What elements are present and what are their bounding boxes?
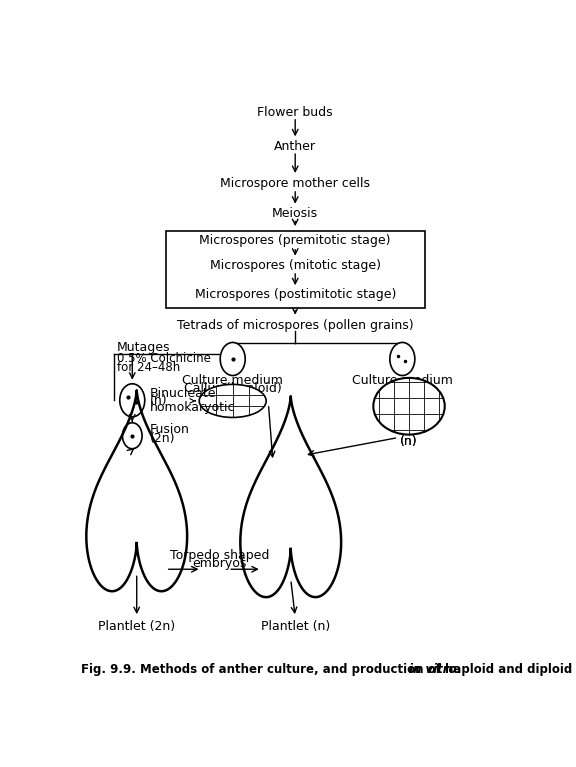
Bar [166, 231, 425, 308]
Text: Microspores (mitotic stage): Microspores (mitotic stage) [210, 259, 381, 272]
Text: 0.5% Colchicine: 0.5% Colchicine [116, 353, 210, 366]
Text: Microspore mother cells: Microspore mother cells [220, 177, 370, 190]
Text: Torpedo shaped: Torpedo shaped [169, 549, 269, 562]
Ellipse shape [373, 378, 445, 435]
Text: Fusion: Fusion [150, 423, 190, 436]
Text: Binucleate: Binucleate [150, 387, 217, 400]
Text: Meiosis: Meiosis [272, 206, 319, 219]
Text: for 24–48h: for 24–48h [116, 360, 180, 374]
Circle shape [220, 342, 245, 376]
Text: (2n): (2n) [150, 432, 176, 445]
Text: homokaryotic: homokaryotic [150, 401, 236, 414]
Text: Callus (haploid): Callus (haploid) [184, 382, 282, 395]
Text: Microspores (postimitotic stage): Microspores (postimitotic stage) [195, 288, 396, 301]
Text: Mutages: Mutages [116, 341, 170, 354]
Text: Plantlet (2n): Plantlet (2n) [98, 620, 175, 633]
Text: Culture medium: Culture medium [182, 374, 283, 387]
Text: Anther: Anther [274, 140, 316, 153]
Circle shape [123, 423, 142, 449]
Text: Microspores (premitotic stage): Microspores (premitotic stage) [199, 235, 391, 248]
Text: Flower buds: Flower buds [257, 106, 333, 119]
Text: embryos: embryos [192, 557, 247, 570]
Text: Fig. 9.9. Methods of anther culture, and production of haploid and diploid plant: Fig. 9.9. Methods of anther culture, and… [81, 663, 576, 676]
Ellipse shape [199, 384, 266, 417]
Text: Tetrads of microspores (pollen grains): Tetrads of microspores (pollen grains) [177, 319, 414, 332]
Text: (n): (n) [400, 435, 418, 448]
Text: Culture medium: Culture medium [352, 374, 453, 387]
Text: Plantlet (n): Plantlet (n) [260, 620, 330, 633]
Text: (n): (n) [400, 435, 418, 448]
Circle shape [390, 342, 415, 376]
Circle shape [120, 384, 145, 417]
Text: in vitro.: in vitro. [408, 663, 461, 676]
Text: (n): (n) [150, 393, 168, 407]
